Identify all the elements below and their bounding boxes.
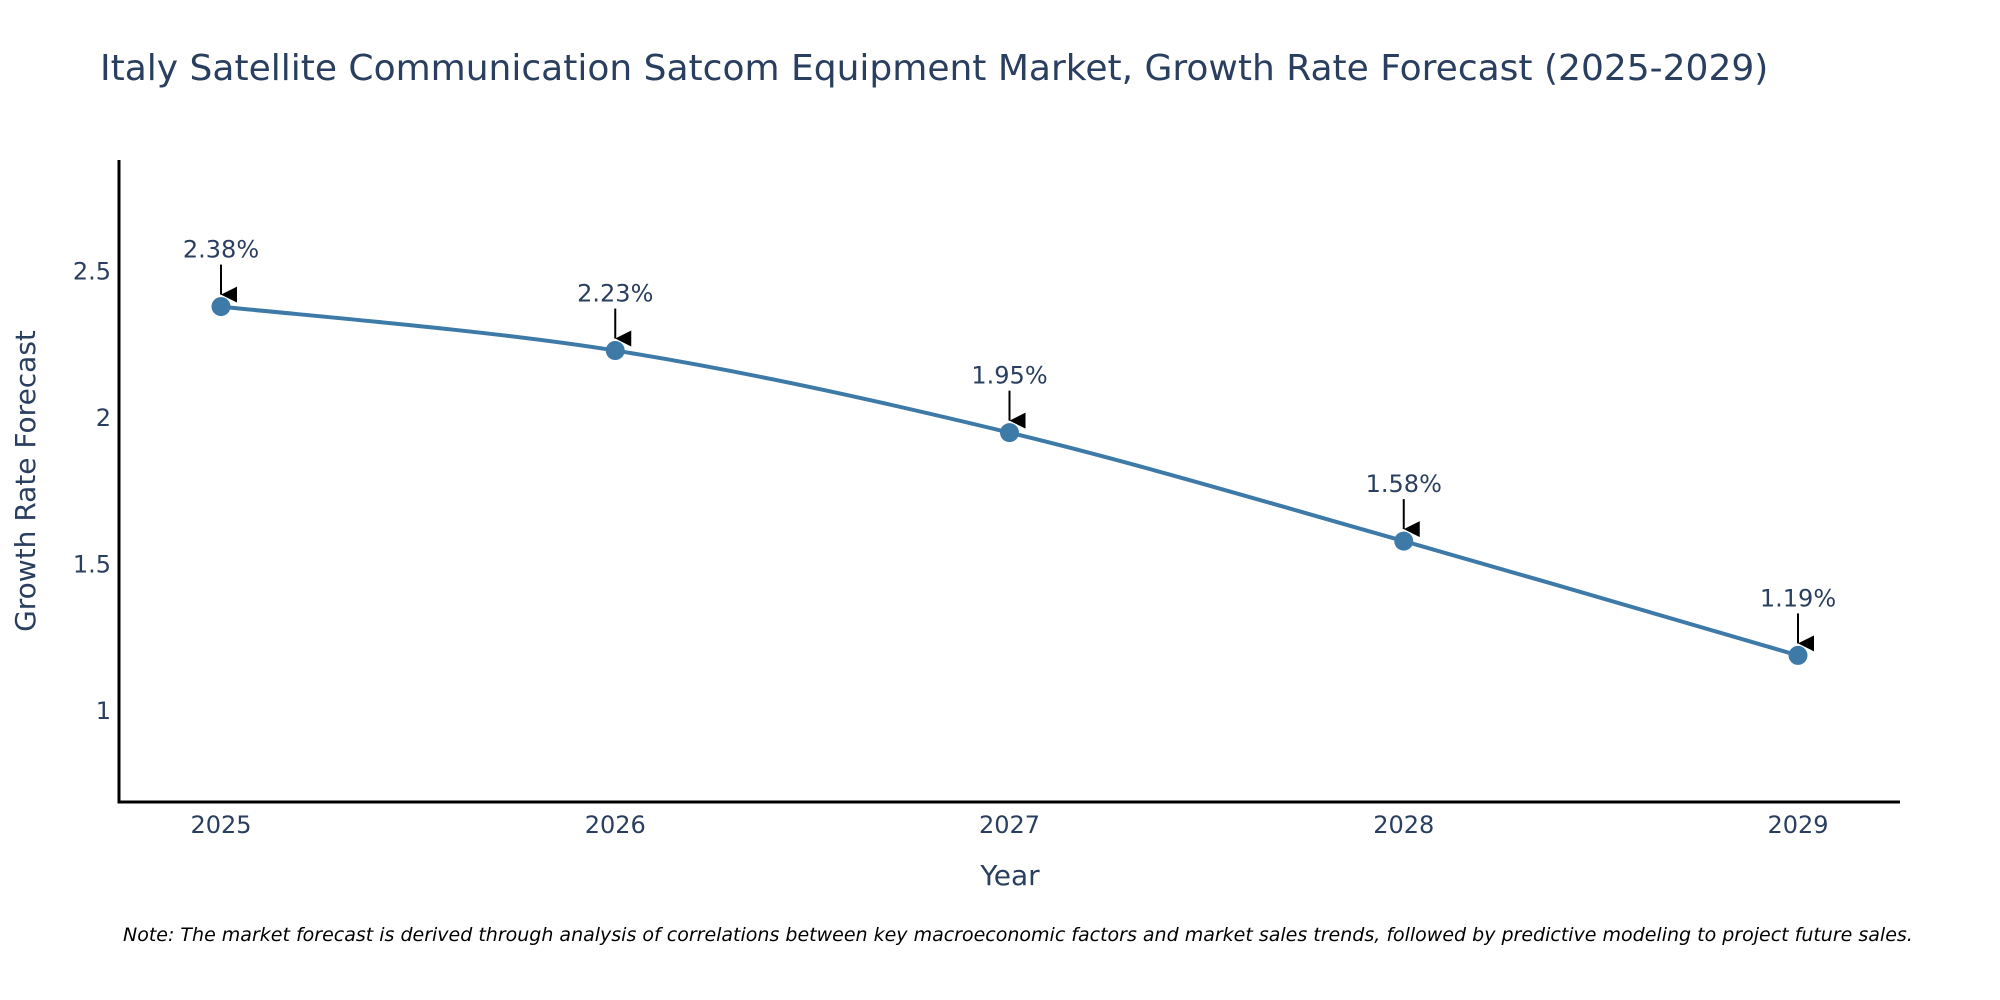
x-axis-title: Year bbox=[979, 859, 1040, 892]
data-point[interactable] bbox=[1788, 645, 1808, 665]
data-label: 1.19% bbox=[1760, 584, 1836, 612]
data-point[interactable] bbox=[211, 297, 231, 317]
x-tick-label: 2029 bbox=[1767, 811, 1828, 839]
y-tick-label: 2 bbox=[96, 404, 111, 432]
footnote: Note: The market forecast is derived thr… bbox=[123, 924, 1913, 946]
series-line bbox=[219, 304, 1800, 658]
x-tick-label: 2025 bbox=[190, 811, 251, 839]
y-axis-title: Growth Rate Forecast bbox=[9, 330, 42, 632]
data-point[interactable] bbox=[605, 341, 625, 361]
y-tick-label: 2.5 bbox=[73, 257, 111, 285]
x-tick-label: 2026 bbox=[585, 811, 646, 839]
data-label: 1.58% bbox=[1366, 470, 1442, 498]
x-tick-label: 2027 bbox=[979, 811, 1040, 839]
x-tick-label: 2028 bbox=[1373, 811, 1434, 839]
y-tick-label: 1.5 bbox=[73, 551, 111, 579]
chart-title: Italy Satellite Communication Satcom Equ… bbox=[100, 48, 1768, 89]
y-tick-label: 1 bbox=[96, 697, 111, 725]
data-label: 2.38% bbox=[183, 236, 259, 264]
data-point[interactable] bbox=[1394, 531, 1414, 551]
data-point[interactable] bbox=[1000, 423, 1019, 443]
data-label: 1.95% bbox=[971, 362, 1047, 390]
data-label: 2.23% bbox=[577, 280, 653, 308]
plot-area: 1 1.5 2 2.5 2025 2026 2027 2028 2029 2.38% 2.23% 1.… bbox=[73, 236, 1836, 839]
